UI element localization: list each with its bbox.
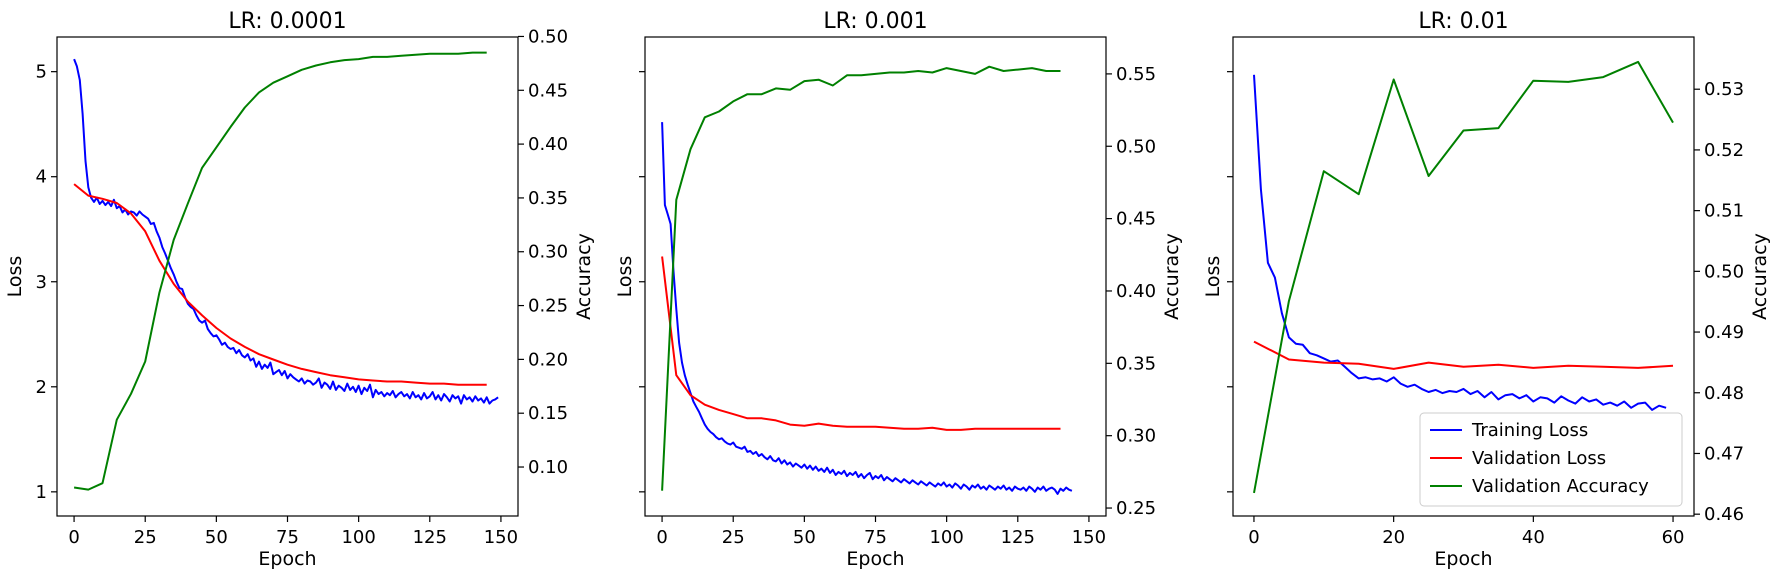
accuracy-tick-label: 0.40 (528, 134, 568, 155)
accuracy-tick-label: 0.35 (1116, 353, 1156, 374)
x-tick-label: 125 (413, 527, 447, 548)
accuracy-tick-label: 0.49 (1704, 322, 1744, 343)
chart-panel-3: 0 20 40 60 0.46 0.47 0.48 0.49 0.50 0.51 0.52 0.53 L… (1202, 9, 1771, 570)
loss-tick-label: 3 (36, 272, 47, 293)
x-tick-label: 75 (864, 527, 887, 548)
accuracy-tick-label: 0.48 (1704, 383, 1744, 404)
accuracy-tick-label: 0.47 (1704, 443, 1744, 464)
legend-box (1419, 412, 1683, 507)
accuracy-tick-label: 0.50 (1116, 136, 1156, 157)
x-tick-label: 125 (1001, 527, 1035, 548)
x-tick-label: 75 (276, 527, 299, 548)
legend: Training Loss Validation Loss Validation A… (1419, 412, 1683, 507)
x-axis-label: Epoch (846, 548, 904, 570)
accuracy-tick-label: 0.30 (528, 242, 568, 263)
y-axis-label-loss: Loss (614, 256, 636, 298)
x-tick-label: 25 (134, 527, 157, 548)
loss-tick-label: 5 (36, 62, 47, 83)
accuracy-tick-label: 0.20 (528, 349, 568, 370)
training-loss-legend-label: Training Loss (1471, 420, 1588, 441)
accuracy-tick-label: 0.10 (528, 457, 568, 478)
validation-loss-legend-label: Validation Loss (1472, 448, 1606, 469)
plot-frame (56, 36, 519, 517)
y-axis-label-loss: Loss (4, 256, 26, 298)
accuracy-tick-label: 0.46 (1704, 504, 1744, 525)
y-axis-label-loss: Loss (1202, 256, 1224, 298)
chart-title: LR: 0.01 (1418, 9, 1508, 34)
chart-panel-1: 0 25 50 75 100 125 150 1 2 3 4 5 0.10 0.15 0.20 0.25 0.3… (4, 9, 595, 570)
x-tick-label: 20 (1382, 527, 1405, 548)
x-tick-label: 50 (205, 527, 228, 548)
chart-title: LR: 0.001 (823, 9, 927, 34)
loss-tick-label: 2 (36, 377, 47, 398)
training-loss-line (661, 122, 1073, 495)
accuracy-tick-label: 0.25 (1116, 498, 1156, 519)
x-tick-label: 150 (1072, 527, 1106, 548)
x-tick-label: 100 (929, 527, 963, 548)
accuracy-tick-label: 0.25 (528, 296, 568, 317)
validation-loss-line (661, 256, 1061, 431)
validation-accuracy-line (73, 51, 487, 491)
chart-panel-2: 0 25 50 75 100 125 150 0.25 0.30 0.35 0.40 0.45 0.50… (614, 9, 1183, 570)
accuracy-tick-label: 0.45 (528, 80, 568, 101)
accuracy-tick-label: 0.52 (1704, 140, 1744, 161)
x-tick-label: 150 (484, 527, 518, 548)
accuracy-tick-label: 0.51 (1704, 201, 1744, 222)
training-loss-line (1253, 74, 1667, 411)
accuracy-tick-label: 0.40 (1116, 281, 1156, 302)
accuracy-tick-label: 0.50 (528, 26, 568, 47)
loss-tick-label: 4 (36, 167, 47, 188)
x-axis-label: Epoch (1434, 548, 1492, 570)
accuracy-tick-label: 0.30 (1116, 426, 1156, 447)
x-tick-label: 0 (68, 527, 79, 548)
plot-frame (1232, 36, 1695, 517)
accuracy-tick-label: 0.35 (528, 188, 568, 209)
y-axis-label-accuracy: Accuracy (1749, 233, 1771, 320)
y-axis-label-accuracy: Accuracy (1161, 233, 1183, 320)
x-tick-label: 60 (1662, 527, 1685, 548)
validation-accuracy-legend-label: Validation Accuracy (1472, 476, 1649, 497)
loss-tick-label: 1 (36, 482, 47, 503)
accuracy-tick-label: 0.50 (1704, 261, 1744, 282)
accuracy-tick-label: 0.45 (1116, 209, 1156, 230)
accuracy-tick-label: 0.55 (1116, 64, 1156, 85)
validation-loss-line (73, 183, 487, 386)
validation-accuracy-line (661, 65, 1061, 491)
x-tick-label: 40 (1522, 527, 1545, 548)
validation-accuracy-line (1253, 60, 1674, 494)
accuracy-tick-label: 0.53 (1704, 79, 1744, 100)
y-axis-label-accuracy: Accuracy (573, 233, 595, 320)
chart-title: LR: 0.0001 (228, 9, 346, 34)
x-tick-label: 0 (1248, 527, 1259, 548)
x-tick-label: 50 (793, 527, 816, 548)
validation-loss-line (1253, 340, 1674, 370)
x-tick-label: 100 (341, 527, 375, 548)
x-tick-label: 0 (656, 527, 667, 548)
x-tick-label: 25 (722, 527, 745, 548)
training-loss-line (73, 58, 499, 405)
x-axis-label: Epoch (258, 548, 316, 570)
plot-frame (644, 36, 1107, 517)
accuracy-tick-label: 0.15 (528, 403, 568, 424)
